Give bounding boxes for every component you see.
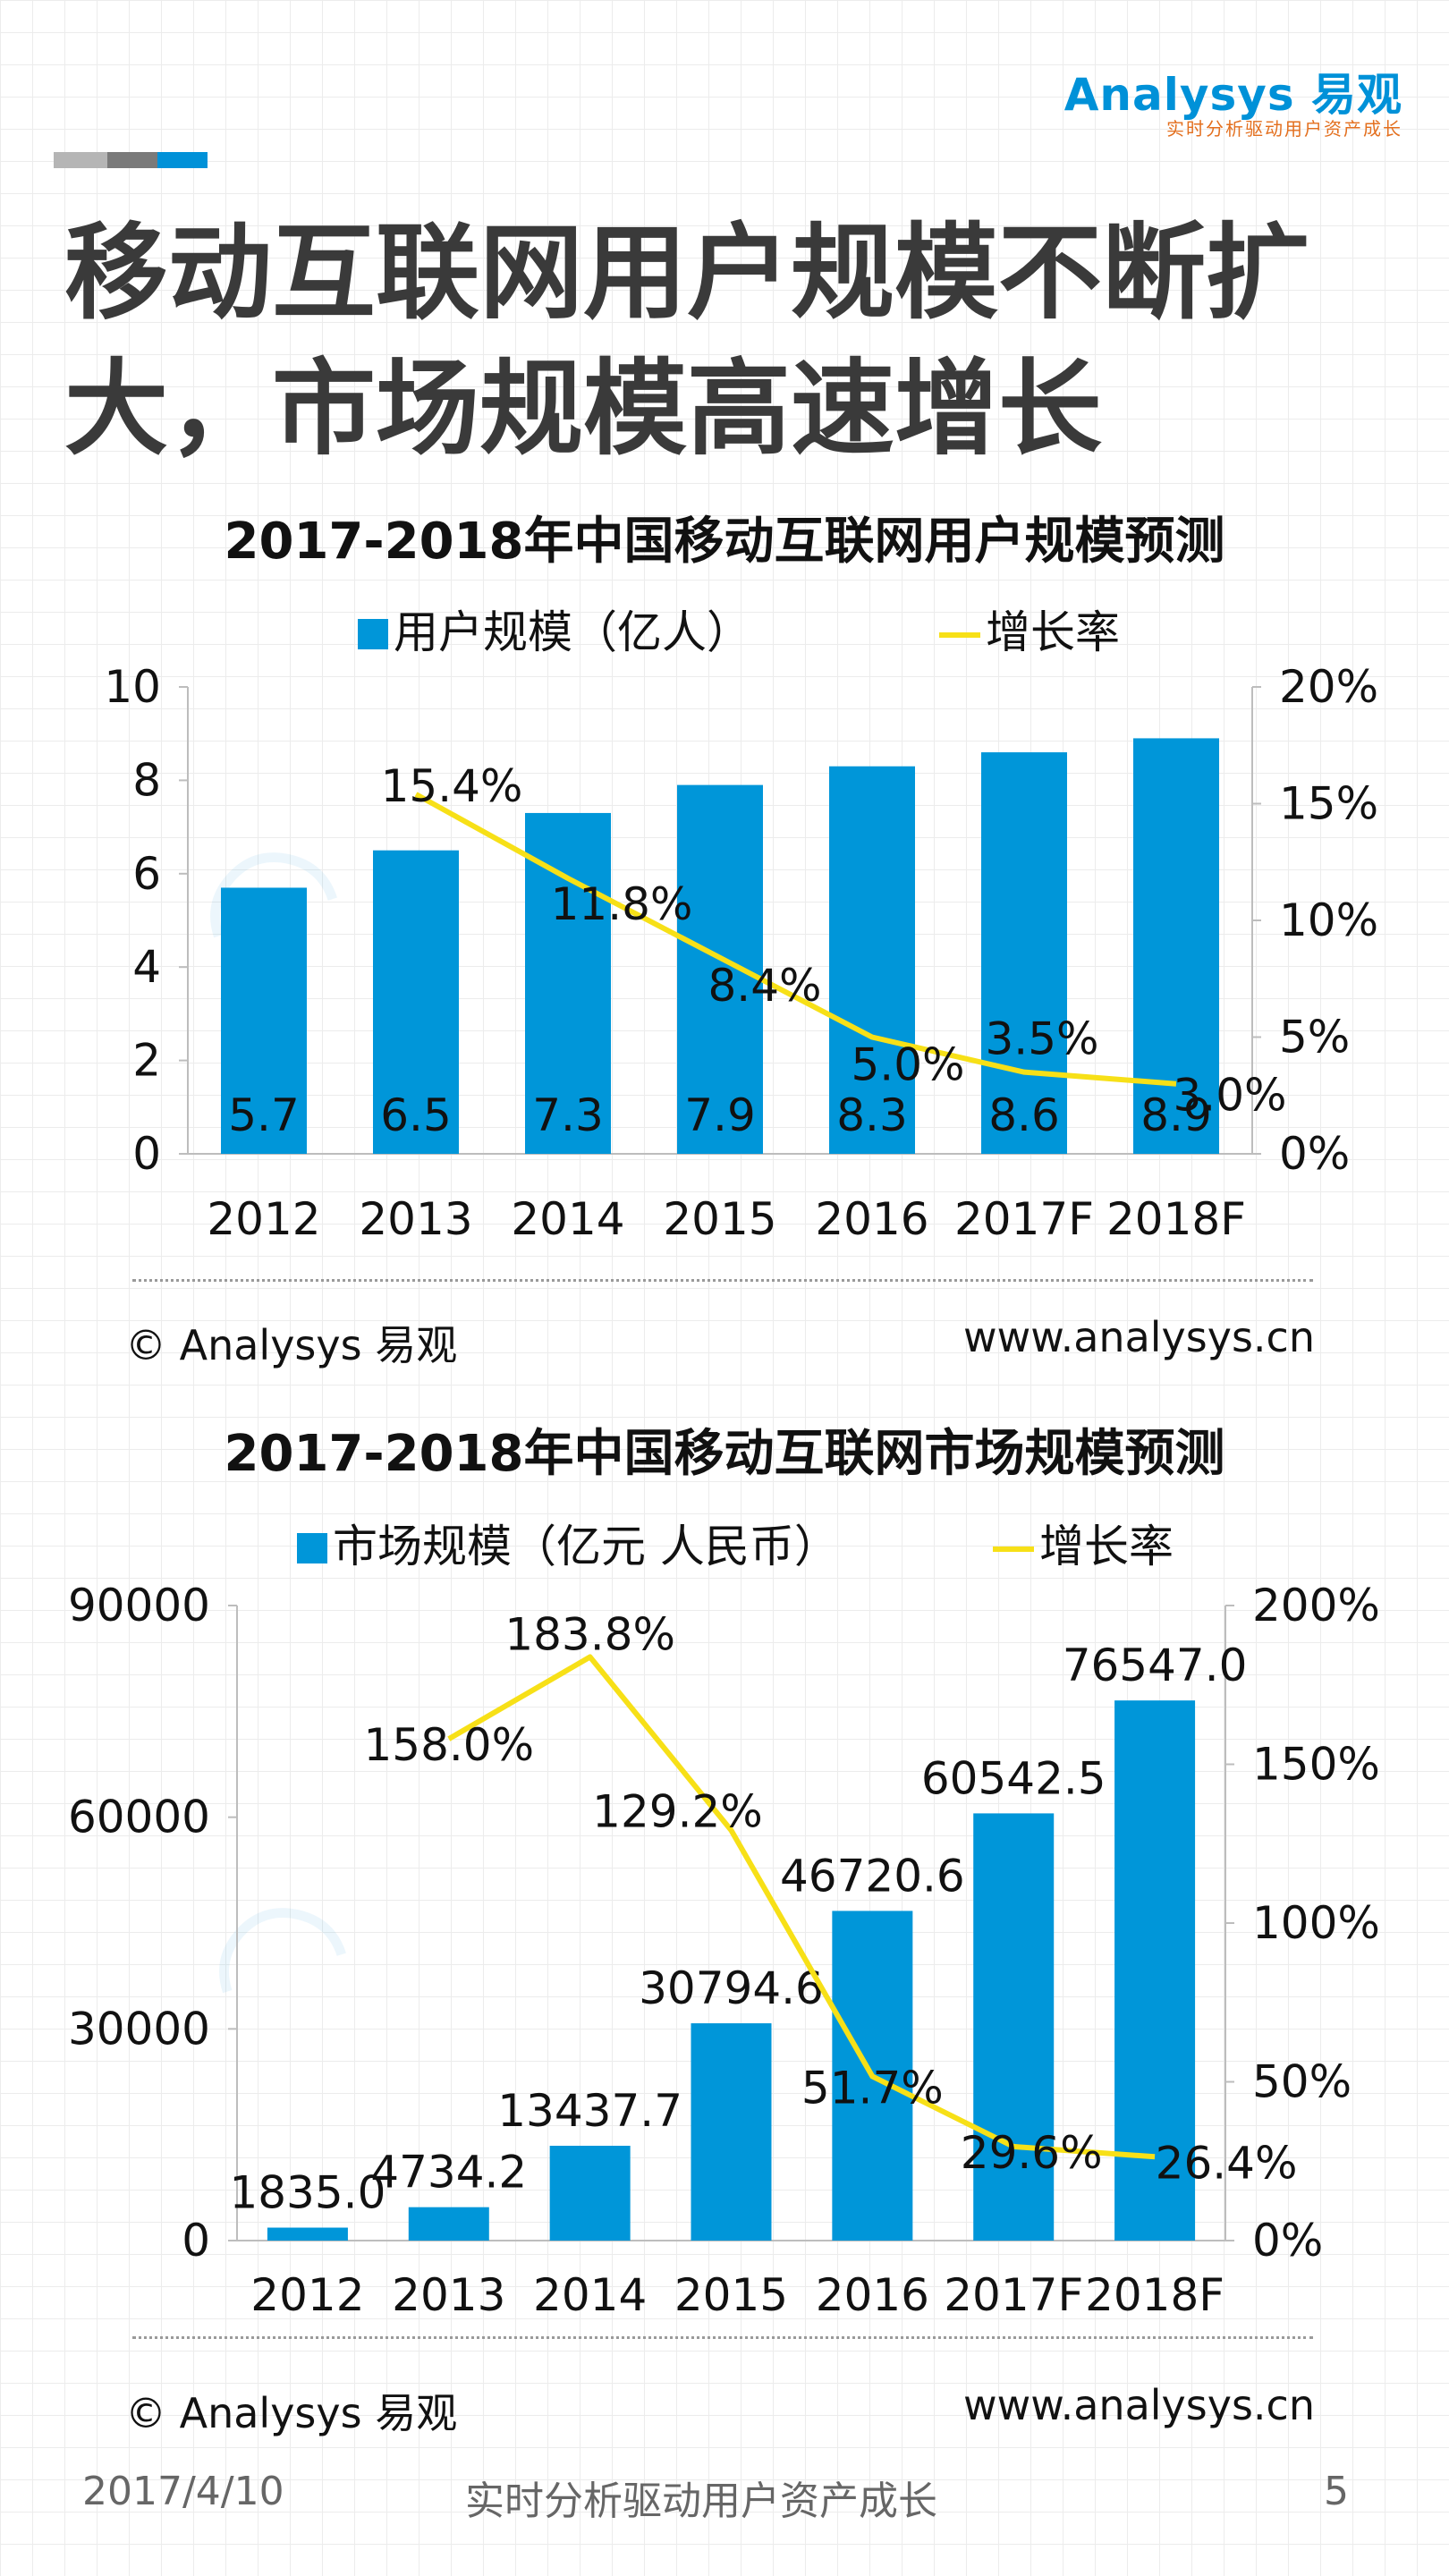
- chart1-right-tick-label: 20%: [1279, 661, 1378, 713]
- chart2-bar-2018F: [1114, 1700, 1196, 2241]
- chart1-legend-bar-swatch: [358, 619, 388, 649]
- chart2-bar-label-2012: 1835.0: [229, 2167, 386, 2219]
- chart1-bar-label-2018F: 8.9: [1140, 1089, 1212, 1141]
- chart1-left-tick-label: 6: [132, 848, 161, 900]
- chart1-bar-2014: [525, 812, 611, 1154]
- chart2-bar-label-2015: 30794.6: [639, 1962, 824, 2014]
- chart2-bar-2012: [267, 2227, 348, 2241]
- footer-date: 2017/4/10: [82, 2469, 284, 2514]
- chart1-left-tick-label: 8: [132, 754, 161, 806]
- brand-slogan: 实时分析驱动用户资产成长: [1166, 118, 1402, 140]
- chart1-bar-2017F: [981, 752, 1067, 1154]
- chart2-left-tick-label: 0: [182, 2215, 210, 2267]
- chart1-category-label: 2016: [815, 1193, 928, 1245]
- chart1-category-label: 2013: [359, 1193, 472, 1245]
- chart2-left-tick-label: 60000: [68, 1792, 210, 1843]
- chart1-bar-2016: [829, 766, 915, 1154]
- chart1-bar-label-2014: 7.3: [532, 1089, 604, 1141]
- chart2-bar-2015: [691, 2023, 772, 2241]
- chart2-right-tick-label: 100%: [1252, 1897, 1380, 1949]
- chart2-bar-label-2013: 4734.2: [370, 2147, 527, 2199]
- market-scale-chart: 市场规模（亿元 人民币） 增长率 0 30000 60000 90000 0% 50% 100%…: [68, 1521, 1380, 2317]
- chart2-bar-label-2016: 46720.6: [780, 1850, 965, 1902]
- chart1-left-tick-label: 2: [132, 1035, 161, 1087]
- chart1-bar-label-2012: 5.7: [228, 1089, 300, 1141]
- chart2-bar-label-2014: 13437.7: [497, 2085, 682, 2137]
- brand-logo: Analysys 易观 实时分析驱动用户资产成长: [1027, 59, 1402, 148]
- chart2-bar-label-2018F: 76547.0: [1063, 1640, 1248, 1691]
- chart1-growth-label-2013: 15.4%: [381, 760, 523, 812]
- chart2-growth-label-2015: 129.2%: [592, 1785, 763, 1837]
- chart2-growth-label-2018F: 26.4%: [1156, 2137, 1298, 2189]
- chart1-growth-label-2016: 5.0%: [851, 1039, 964, 1091]
- chart1-right-tick-label: 10%: [1279, 894, 1378, 946]
- chart2-growth-label-2013: 158.0%: [363, 1719, 534, 1771]
- brand-name: Analysys 易观: [1063, 69, 1402, 121]
- chart1-category-label: 2014: [511, 1193, 624, 1245]
- chart1-growth-label-2017F: 3.5%: [985, 1013, 1098, 1065]
- chart1-bar-label-2015: 7.9: [684, 1089, 756, 1141]
- chart1-growth-line: [414, 792, 1177, 1087]
- chart2-category-label: 2015: [674, 2269, 788, 2317]
- chart1-bar-2018F: [1133, 738, 1219, 1154]
- chart1-legend-line-label: 增长率: [986, 606, 1120, 658]
- chart2-right-tick-label: 150%: [1252, 1739, 1380, 1791]
- chart2-category-label: 2017F: [944, 2269, 1083, 2317]
- chart2-right-tick-label: 50%: [1252, 2056, 1352, 2108]
- chart1-growth-label-2014: 11.8%: [551, 878, 693, 930]
- chart2-category-label: 2013: [392, 2269, 505, 2317]
- chart2-bar-label-2017F: 60542.5: [921, 1752, 1106, 1804]
- chart2-bar-2014: [549, 2145, 631, 2241]
- chart1-category-label: 2017F: [954, 1193, 1094, 1245]
- chart2-left-tick-label: 30000: [68, 2003, 210, 2055]
- footer-page-number: 5: [1324, 2469, 1349, 2514]
- chart2-bar-2017F: [973, 1813, 1055, 2241]
- chart2-growth-line: [447, 1654, 1156, 2160]
- chart2-legend-line-label: 增长率: [1039, 1521, 1174, 1572]
- chart1-right-tick-label: 5%: [1279, 1012, 1350, 1063]
- chart1-bar-label-2017F: 8.6: [988, 1089, 1060, 1141]
- chart2-right-tick-label: 200%: [1252, 1580, 1380, 1631]
- chart1-divider: [132, 1279, 1313, 1282]
- chart1-right-tick-label: 0%: [1279, 1128, 1350, 1180]
- chart2-category-label: 2016: [816, 2269, 929, 2317]
- chart2-title: 2017-2018年中国移动互联网市场规模预测: [224, 1425, 1225, 1483]
- chart2-right-tick-label: 0%: [1252, 2215, 1323, 2267]
- chart2-left-tick-label: 90000: [68, 1580, 210, 1631]
- chart1-left-tick-label: 10: [104, 661, 161, 713]
- chart1-credit-left: © Analysys 易观: [125, 1321, 458, 1369]
- chart2-bar-2013: [408, 2207, 489, 2241]
- chart1-legend-bar-label: 用户规模（亿人）: [394, 606, 751, 658]
- chart2-growth-label-2016: 51.7%: [801, 2062, 944, 2114]
- chart1-category-label: 2015: [663, 1193, 776, 1245]
- chart1-bar-2015: [677, 784, 763, 1154]
- chart1-bar-label-2013: 6.5: [380, 1089, 452, 1141]
- chart1-left-tick-label: 4: [132, 941, 161, 993]
- accent-bar: [54, 152, 208, 168]
- chart2-credit-right: www.analysys.cn: [962, 2381, 1315, 2429]
- chart1-credit-right: www.analysys.cn: [962, 1313, 1315, 1361]
- chart2-category-label: 2014: [533, 2269, 647, 2317]
- chart2-category-label: 2012: [250, 2269, 364, 2317]
- chart2-legend-bar-label: 市场规模（亿元 人民币）: [333, 1521, 839, 1572]
- chart1-title: 2017-2018年中国移动互联网用户规模预测: [224, 513, 1225, 571]
- chart2-legend-bar-swatch: [297, 1533, 327, 1563]
- chart1-bar-2013: [373, 850, 459, 1154]
- chart1-growth-label-2018F: 3.0%: [1173, 1070, 1286, 1122]
- chart2-category-label: 2018F: [1085, 2269, 1224, 2317]
- chart1-category-label: 2012: [207, 1193, 320, 1245]
- page-title: 移动互联网用户规模不断扩大，市场规模高速增长: [64, 213, 1309, 470]
- chart2-credit-left: © Analysys 易观: [125, 2389, 458, 2437]
- chart1-right-tick-label: 15%: [1279, 778, 1378, 830]
- chart1-category-label: 2018F: [1106, 1193, 1246, 1245]
- chart1-left-tick-label: 0: [132, 1128, 161, 1180]
- chart1-growth-label-2015: 8.4%: [708, 960, 821, 1012]
- user-scale-chart: 用户规模（亿人） 增长率 0 2 4 6 8 10 0% 5% 10% 15% 20% 5.7 6.5 7.3…: [104, 606, 1378, 1245]
- chart1-bar-2012: [221, 887, 307, 1154]
- footer-slogan: 实时分析驱动用户资产成长: [465, 2479, 937, 2524]
- chart1-bar-label-2016: 8.3: [836, 1089, 908, 1141]
- chart2-growth-label-2017F: 29.6%: [961, 2127, 1103, 2179]
- chart2-divider: [132, 2336, 1313, 2339]
- chart2-growth-label-2014: 183.8%: [504, 1609, 675, 1661]
